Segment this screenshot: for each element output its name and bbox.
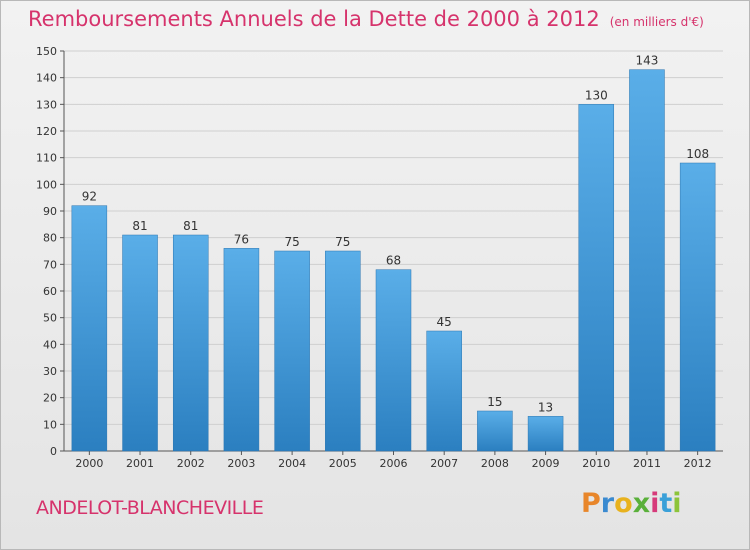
data-label-2012: 108 (686, 147, 709, 161)
y-tick-label: 30 (43, 365, 57, 378)
data-label-2001: 81 (132, 219, 147, 233)
data-label-2002: 81 (183, 219, 198, 233)
y-tick-label: 50 (43, 312, 57, 325)
y-tick-label: 60 (43, 285, 57, 298)
y-tick-label: 70 (43, 258, 57, 271)
y-tick-label: 140 (36, 72, 57, 85)
x-tick-label: 2009 (532, 457, 560, 470)
chart-unit: (en milliers d'€) (609, 15, 704, 29)
x-tick-label: 2002 (177, 457, 205, 470)
x-tick-label: 2004 (278, 457, 306, 470)
bar-2003 (223, 248, 260, 452)
commune-name: ANDELOT-BLANCHEVILLE (36, 497, 264, 519)
bar-2002 (172, 234, 209, 452)
bar-2011 (629, 69, 665, 452)
brand-letter: P (581, 488, 601, 519)
brand-letter: r (600, 488, 615, 519)
brand-letter: t (659, 488, 673, 519)
title-row: Remboursements Annuels de la Dette de 20… (28, 7, 704, 31)
proxiti-logo: Proxiti (581, 488, 682, 519)
y-tick-label: 80 (43, 232, 57, 245)
y-tick-label: 110 (36, 152, 57, 165)
data-label-2008: 15 (487, 395, 502, 409)
data-label-2009: 13 (538, 400, 553, 414)
data-label-2003: 76 (234, 232, 249, 246)
bar-2007 (426, 330, 462, 452)
bar-2000 (71, 205, 108, 452)
x-tick-label: 2007 (430, 457, 458, 470)
y-tick-label: 130 (36, 98, 57, 111)
bar-2005 (325, 250, 361, 452)
y-tick-label: 20 (43, 392, 57, 405)
y-tick-label: 40 (43, 338, 57, 351)
bar-2012 (679, 162, 716, 452)
bar-2001 (122, 234, 158, 452)
y-tick-label: 100 (36, 178, 57, 191)
x-tick-label: 2006 (380, 457, 408, 470)
bar-2008 (477, 410, 513, 452)
x-tick-label: 2010 (582, 457, 610, 470)
data-label-2005: 75 (335, 235, 350, 249)
bars (71, 69, 716, 452)
chart-title: Remboursements Annuels de la Dette de 20… (28, 7, 600, 31)
brand-letter: o (614, 488, 633, 519)
bar-2004 (274, 250, 310, 452)
data-label-2010: 130 (585, 88, 608, 102)
x-tick-label: 2000 (75, 457, 103, 470)
y-tick-label: 150 (36, 45, 57, 58)
data-label-2007: 45 (437, 315, 452, 329)
y-tick-label: 120 (36, 125, 57, 138)
y-tick-label: 0 (50, 445, 57, 458)
data-label-2006: 68 (386, 254, 401, 268)
x-tick-label: 2011 (633, 457, 661, 470)
x-tick-label: 2001 (126, 457, 154, 470)
data-label-2011: 143 (636, 54, 659, 68)
brand-letter: i (672, 488, 682, 519)
y-tick-label: 10 (43, 418, 57, 431)
x-tick-label: 2005 (329, 457, 357, 470)
x-tick-label: 2012 (684, 457, 712, 470)
y-tick-label: 90 (43, 205, 57, 218)
data-label-2000: 92 (82, 190, 97, 204)
bar-2009 (527, 416, 564, 452)
bar-2006 (375, 269, 412, 452)
brand-letter: x (632, 488, 651, 519)
x-tick-label: 2008 (481, 457, 509, 470)
brand-letter: i (650, 488, 660, 519)
labels: 0 10 20 30 40 50 60 70 80 90 100 110 120 130 140 150 200… (36, 45, 712, 470)
data-label-2004: 75 (284, 235, 299, 249)
x-tick-label: 2003 (227, 457, 255, 470)
bar-2010 (578, 104, 615, 452)
